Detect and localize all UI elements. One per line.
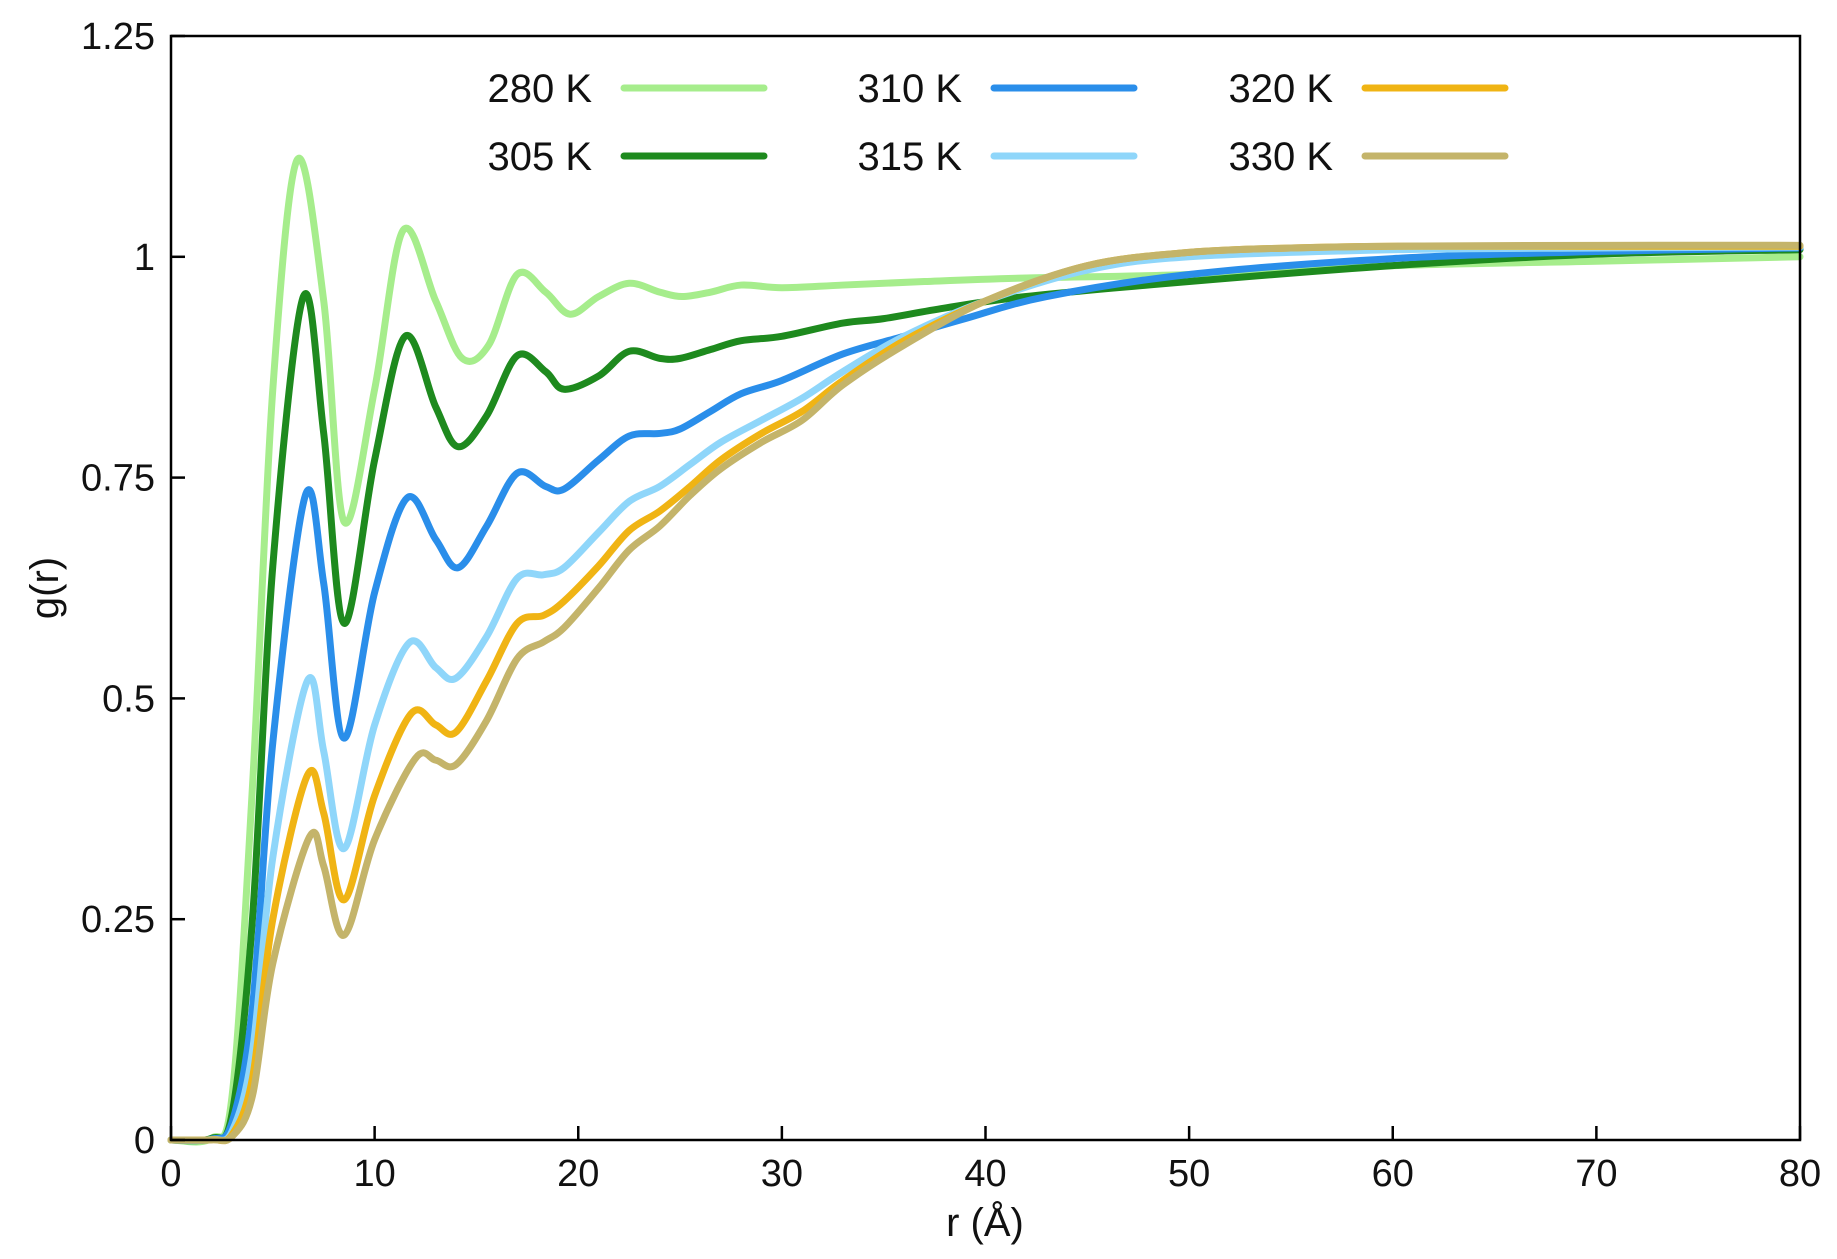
y-axis-label: g(r) xyxy=(23,557,67,619)
legend-label: 280 K xyxy=(487,67,592,111)
x-tick-label: 60 xyxy=(1372,1153,1414,1195)
x-tick-label: 80 xyxy=(1779,1153,1821,1195)
y-tick-label: 0 xyxy=(134,1120,155,1162)
series-line-315k xyxy=(167,243,1804,1144)
x-axis: 0 10 20 30 40 50 60 70 80 xyxy=(160,1126,1821,1195)
x-axis-label: r (Å) xyxy=(946,1200,1024,1245)
x-tick-label: 30 xyxy=(761,1153,803,1195)
y-tick-label: 0.5 xyxy=(102,678,155,720)
series-line-320k xyxy=(167,242,1804,1145)
x-tick-label: 0 xyxy=(160,1153,181,1195)
legend-label: 330 K xyxy=(1228,135,1333,179)
x-tick-label: 10 xyxy=(353,1153,395,1195)
legend-label: 310 K xyxy=(857,67,962,111)
x-tick-label: 20 xyxy=(557,1153,599,1195)
series-line-330k xyxy=(167,241,1804,1145)
plot-frame xyxy=(169,34,1802,1142)
series-layer xyxy=(167,154,1804,1146)
y-tick-label: 1 xyxy=(134,237,155,279)
series-line-310k xyxy=(167,244,1804,1145)
legend-label: 315 K xyxy=(857,135,962,179)
y-axis: 0 0.25 0.5 0.75 1 1.25 xyxy=(81,16,185,1162)
series-line-305k xyxy=(167,246,1804,1145)
legend-label: 320 K xyxy=(1228,67,1333,111)
y-tick-label: 1.25 xyxy=(81,16,155,58)
y-tick-label: 0.75 xyxy=(81,458,155,500)
x-tick-label: 40 xyxy=(964,1153,1006,1195)
x-tick-label: 50 xyxy=(1168,1153,1210,1195)
legend-label: 305 K xyxy=(487,135,592,179)
x-tick-label: 70 xyxy=(1575,1153,1617,1195)
y-tick-label: 0.25 xyxy=(81,899,155,941)
legend: 280 K 305 K 310 K 315 K 320 K 330 K xyxy=(487,67,1509,179)
series-line-280k xyxy=(167,154,1804,1146)
